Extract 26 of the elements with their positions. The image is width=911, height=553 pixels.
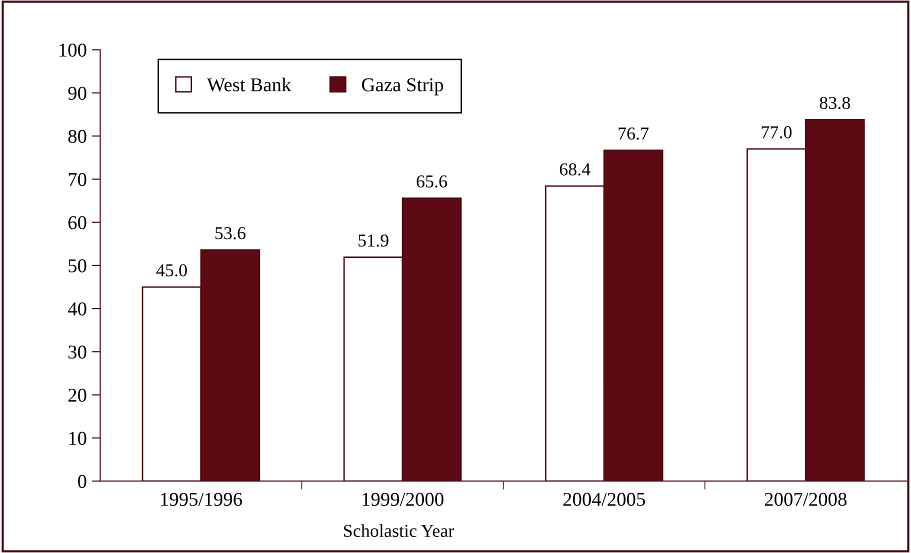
data-label: 65.6 [416, 175, 448, 188]
x-tick-label: 2004/2005 [563, 492, 645, 506]
x-axis-title: Scholastic Year [344, 524, 454, 537]
y-tick-label: 50 [68, 259, 86, 272]
data-label: 83.8 [820, 96, 850, 110]
x-tick-label: 2007/2008 [764, 492, 847, 506]
data-label: 45.0 [156, 264, 187, 276]
data-label: 51.9 [358, 234, 388, 247]
y-tick-label: 20 [68, 388, 86, 402]
y-tick-label: 100 [60, 44, 86, 57]
y-tick-label: 60 [68, 216, 86, 230]
y-tick-label: 80 [68, 130, 86, 143]
legend-label: Gaza Strip [362, 78, 444, 96]
x-tick-label: 1999/2000 [362, 492, 444, 506]
x-tick-label: 1995/1996 [161, 492, 242, 506]
y-tick-label: 0 [78, 474, 86, 488]
y-tick-label: 30 [68, 346, 86, 359]
y-tick-label: 90 [68, 86, 86, 100]
data-label: 68.4 [560, 163, 590, 176]
legend-label: West Bank [206, 78, 292, 92]
y-tick-label: 40 [68, 302, 86, 316]
y-tick-label: 70 [68, 172, 86, 186]
data-label: 77.0 [762, 126, 792, 138]
data-label: 53.6 [215, 227, 246, 240]
y-tick-label: 10 [69, 432, 86, 445]
data-label: 76.7 [618, 128, 649, 140]
